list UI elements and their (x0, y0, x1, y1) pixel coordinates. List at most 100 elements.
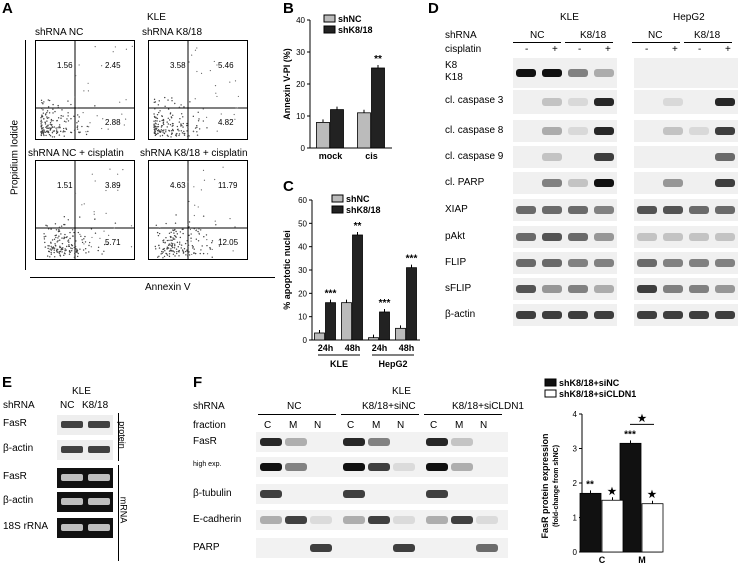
event-dot (113, 227, 115, 229)
event-dot (155, 116, 157, 118)
event-dot (78, 116, 80, 118)
event-dot (188, 234, 190, 237)
event-dot (178, 243, 181, 245)
event-dot (78, 64, 80, 66)
cisplatin-sign: + (672, 44, 678, 55)
event-dot (200, 249, 202, 251)
legend-label: shK8/18 (338, 25, 373, 35)
blot-band (285, 438, 307, 446)
flow-plot-label: shRNA NC (35, 27, 84, 38)
event-dot (45, 224, 47, 227)
fraction-label: N (314, 420, 322, 431)
y-tick-label: 10 (298, 313, 307, 322)
event-dot (182, 251, 185, 253)
event-dot (40, 107, 43, 110)
blot-band (426, 438, 448, 446)
event-dot (157, 234, 160, 237)
event-dot (155, 248, 157, 250)
event-dot (65, 121, 67, 123)
event-dot (162, 241, 165, 243)
event-dot (154, 129, 156, 132)
event-dot (70, 118, 72, 120)
event-dot (181, 124, 183, 127)
event-dot (52, 130, 54, 132)
event-dot (174, 245, 176, 247)
event-dot (68, 253, 71, 255)
event-dot (62, 131, 64, 133)
row-label: sFLIP (445, 283, 472, 294)
event-dot (196, 134, 199, 136)
event-dot (178, 249, 180, 252)
event-dot (214, 220, 216, 222)
blot-band (368, 516, 390, 524)
event-dot (70, 131, 73, 134)
blot-strip (634, 252, 738, 274)
event-dot (88, 251, 90, 253)
event-dot (58, 239, 61, 241)
bar (368, 337, 379, 341)
event-dot (71, 229, 74, 231)
event-dot (56, 248, 58, 251)
event-dot (55, 132, 58, 135)
event-dot (94, 180, 96, 182)
event-dot (187, 243, 189, 245)
event-dot (171, 130, 173, 132)
event-dot (154, 131, 156, 133)
event-dot (191, 253, 193, 256)
event-dot (42, 127, 44, 129)
event-dot (79, 233, 81, 235)
blot-band (260, 463, 282, 471)
flow-plot-label: shRNA K8/18 (142, 27, 203, 38)
group-label: HepG2 (378, 359, 407, 369)
x-tick-label: 48h (345, 343, 361, 353)
cisplatin-sign: + (552, 44, 558, 55)
flow-plot-label: shRNA K8/18 + cisplatin (140, 148, 248, 159)
bar (341, 302, 352, 341)
flow-plot-label: shRNA NC + cisplatin (28, 148, 124, 159)
event-dot (76, 122, 78, 124)
event-dot (101, 65, 103, 67)
row-label: cl. caspase 8 (445, 125, 504, 136)
event-dot (109, 168, 111, 170)
event-dot (84, 248, 87, 250)
blot-band (594, 259, 614, 267)
blot-strip (513, 58, 617, 88)
blot-band (568, 69, 588, 77)
fraction-label: C (347, 420, 355, 431)
event-dot (153, 98, 156, 101)
event-dot (53, 249, 55, 251)
event-dot (59, 250, 62, 253)
event-dot (179, 231, 182, 233)
event-dot (93, 211, 95, 213)
blot-band (568, 127, 588, 135)
panel-e-lane-k818: K8/18 (82, 400, 109, 411)
event-dot (53, 247, 56, 249)
event-dot (188, 251, 190, 253)
row-label: E-cadherin (193, 514, 242, 525)
row-label: β-actin (445, 309, 476, 320)
event-dot (161, 119, 163, 122)
event-dot (50, 120, 53, 122)
event-dot (101, 253, 103, 255)
event-dot (53, 136, 56, 138)
event-dot (84, 241, 87, 243)
event-dot (40, 134, 43, 136)
significance-mark: *** (325, 289, 337, 300)
event-dot (200, 189, 202, 191)
flow-plot: 3.58 5.46 4.82 (148, 40, 248, 140)
event-dot (181, 132, 184, 134)
event-dot (170, 239, 172, 241)
event-dot (170, 231, 172, 234)
event-dot (119, 101, 121, 103)
row-label: XIAP (445, 204, 468, 215)
event-dot (178, 130, 180, 132)
event-dot (193, 227, 196, 230)
blot-band (568, 98, 588, 106)
event-dot (74, 246, 76, 249)
event-dot (108, 234, 110, 236)
event-dot (57, 229, 60, 231)
event-dot (50, 245, 52, 248)
event-dot (51, 239, 54, 241)
event-dot (190, 240, 192, 242)
event-dot (40, 123, 42, 125)
